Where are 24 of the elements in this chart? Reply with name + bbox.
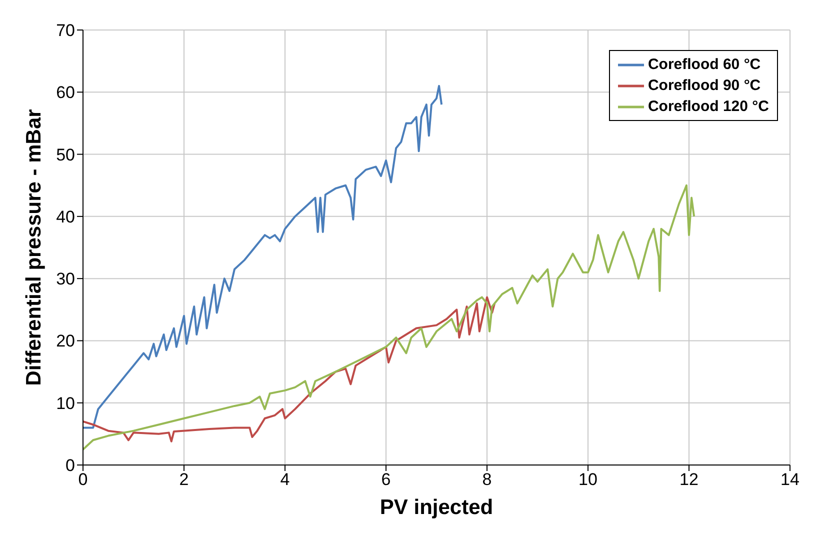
legend-label: Coreflood 60 °C — [648, 55, 761, 75]
y-tick-label: 10 — [56, 394, 75, 413]
legend-label: Coreflood 90 °C — [648, 76, 761, 96]
x-tick-label: 14 — [780, 470, 800, 490]
x-tick-label: 8 — [482, 470, 492, 490]
y-axis-title: Differential pressure - mBar — [22, 109, 46, 386]
y-tick-label: 30 — [56, 270, 75, 289]
x-tick-label: 6 — [381, 470, 391, 490]
y-tick-label: 0 — [66, 456, 75, 476]
line-series — [83, 296, 496, 442]
y-tick-label: 40 — [56, 207, 75, 226]
x-tick-label: 10 — [578, 470, 598, 490]
x-tick-label: 12 — [680, 470, 698, 490]
y-tick-label: 60 — [56, 83, 75, 102]
x-tick-label: 2 — [179, 470, 189, 490]
legend-label: Coreflood 120 °C — [648, 97, 769, 117]
line-series — [83, 84, 443, 429]
x-axis-title: PV injected — [380, 496, 494, 519]
y-tick-label: 50 — [56, 145, 75, 164]
y-tick-label: 70 — [56, 21, 75, 40]
x-tick-label: 4 — [280, 470, 290, 490]
x-tick-label: 0 — [78, 470, 88, 490]
line-series — [83, 184, 696, 450]
y-tick-label: 20 — [56, 332, 75, 351]
